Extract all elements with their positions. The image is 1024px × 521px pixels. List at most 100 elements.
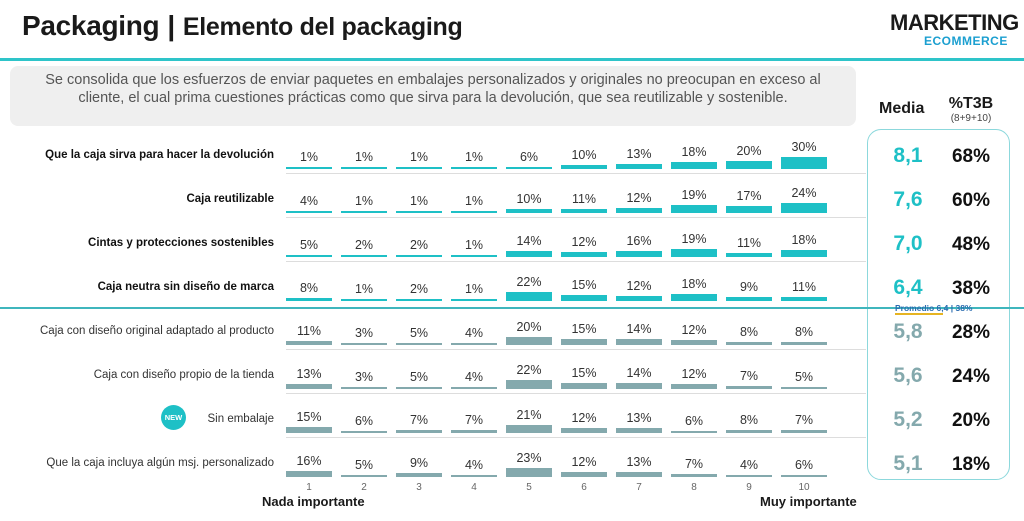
bar-value-label: 13% xyxy=(626,455,652,469)
media-value: 6,4 xyxy=(893,276,923,299)
bar xyxy=(561,383,607,389)
bar-value-label: 4% xyxy=(739,458,759,472)
media-value: 5,8 xyxy=(893,320,923,343)
bar xyxy=(671,384,717,389)
bar-value-label: 6% xyxy=(354,414,374,428)
bar xyxy=(561,472,607,477)
category-label: Cintas y protecciones sostenibles xyxy=(88,237,274,249)
bar-value-label: 5% xyxy=(354,458,374,472)
bar-value-label: 6% xyxy=(794,458,814,472)
bar-value-label: 5% xyxy=(409,326,429,340)
bar xyxy=(781,387,827,389)
bar xyxy=(396,473,442,477)
bar xyxy=(506,251,552,257)
bar xyxy=(781,250,827,257)
title-subtitle: Elemento del packaging xyxy=(182,13,463,41)
intro-text-box: Se consolida que los esfuerzos de enviar… xyxy=(10,66,856,126)
row-divider xyxy=(286,393,866,394)
bar-value-label: 14% xyxy=(626,366,652,380)
brand-logo: MARKETING ECOMMERCE xyxy=(890,10,1019,48)
row-divider xyxy=(286,349,866,350)
bar-value-label: 12% xyxy=(626,279,652,293)
bar-value-label: 11% xyxy=(791,280,817,294)
t3b-value: 20% xyxy=(951,410,991,431)
bar-value-label: 2% xyxy=(354,238,374,252)
bar xyxy=(781,430,827,433)
bar xyxy=(396,211,442,213)
bar-value-label: 9% xyxy=(739,280,759,294)
bar-value-label: 1% xyxy=(354,194,374,208)
bar xyxy=(616,428,662,433)
t3b-value: 48% xyxy=(951,234,991,255)
bar-value-label: 11% xyxy=(736,236,762,250)
bar-value-label: 15% xyxy=(571,278,597,292)
bar-value-label: 6% xyxy=(519,150,539,164)
bar-value-label: 8% xyxy=(794,325,814,339)
bar xyxy=(671,431,717,433)
bar-value-label: 4% xyxy=(464,326,484,340)
bar-value-label: 13% xyxy=(626,147,652,161)
bar xyxy=(726,297,772,301)
bar-value-label: 7% xyxy=(409,413,429,427)
media-value: 8,1 xyxy=(893,144,923,167)
bar xyxy=(451,475,497,477)
bar xyxy=(506,380,552,389)
scale-tick-label: 4 xyxy=(471,482,477,493)
bar xyxy=(341,167,387,169)
bar xyxy=(341,255,387,257)
bar xyxy=(671,474,717,477)
bar xyxy=(561,428,607,433)
bar xyxy=(561,252,607,257)
bar xyxy=(506,167,552,169)
bar xyxy=(726,386,772,389)
bar-value-label: 9% xyxy=(409,456,429,470)
page-title: Packaging | Elemento del packaging xyxy=(22,10,463,42)
scale-tick-label: 3 xyxy=(416,482,422,493)
media-value: 5,6 xyxy=(893,364,923,387)
category-label: Caja con diseño propio de la tienda xyxy=(93,369,274,381)
bar-value-label: 1% xyxy=(354,150,374,164)
bar-value-label: 6% xyxy=(684,414,704,428)
scale-tick-label: 8 xyxy=(691,482,697,493)
scale-tick-label: 1 xyxy=(306,482,312,493)
title-main: Packaging xyxy=(22,10,160,41)
row-divider xyxy=(286,173,866,174)
bar xyxy=(451,343,497,345)
bar-value-label: 12% xyxy=(681,323,707,337)
bar-value-label: 2% xyxy=(409,282,429,296)
bar xyxy=(671,294,717,301)
bar xyxy=(726,206,772,213)
bar xyxy=(671,249,717,257)
bar xyxy=(781,342,827,345)
bar-value-label: 16% xyxy=(296,454,322,468)
axis-label-right: Muy importante xyxy=(760,494,857,509)
scale-tick-label: 10 xyxy=(798,482,810,493)
bar-value-label: 4% xyxy=(299,194,319,208)
bar-value-label: 20% xyxy=(516,320,542,334)
bar-value-label: 13% xyxy=(626,411,652,425)
bar xyxy=(341,475,387,477)
bar-value-label: 14% xyxy=(516,234,542,248)
category-label: Sin embalaje xyxy=(207,413,274,425)
bar-value-label: 1% xyxy=(464,282,484,296)
bar-value-label: 7% xyxy=(464,413,484,427)
bar xyxy=(781,157,827,169)
bar xyxy=(451,211,497,213)
bar-value-label: 13% xyxy=(296,367,322,381)
t3b-column-subheader: (8+9+10) xyxy=(950,113,992,124)
bar-value-label: 30% xyxy=(791,140,817,154)
bar xyxy=(726,342,772,345)
bar-value-label: 8% xyxy=(299,281,319,295)
bar xyxy=(726,253,772,257)
bar xyxy=(341,299,387,301)
scale-tick-label: 2 xyxy=(361,482,367,493)
t3b-value: 18% xyxy=(951,454,991,475)
bar xyxy=(726,161,772,169)
bar xyxy=(341,211,387,213)
bar xyxy=(396,299,442,301)
bar xyxy=(561,165,607,169)
media-value: 7,6 xyxy=(893,188,923,211)
bar-value-label: 22% xyxy=(516,275,542,289)
bar xyxy=(506,337,552,345)
bar-value-label: 12% xyxy=(571,455,597,469)
